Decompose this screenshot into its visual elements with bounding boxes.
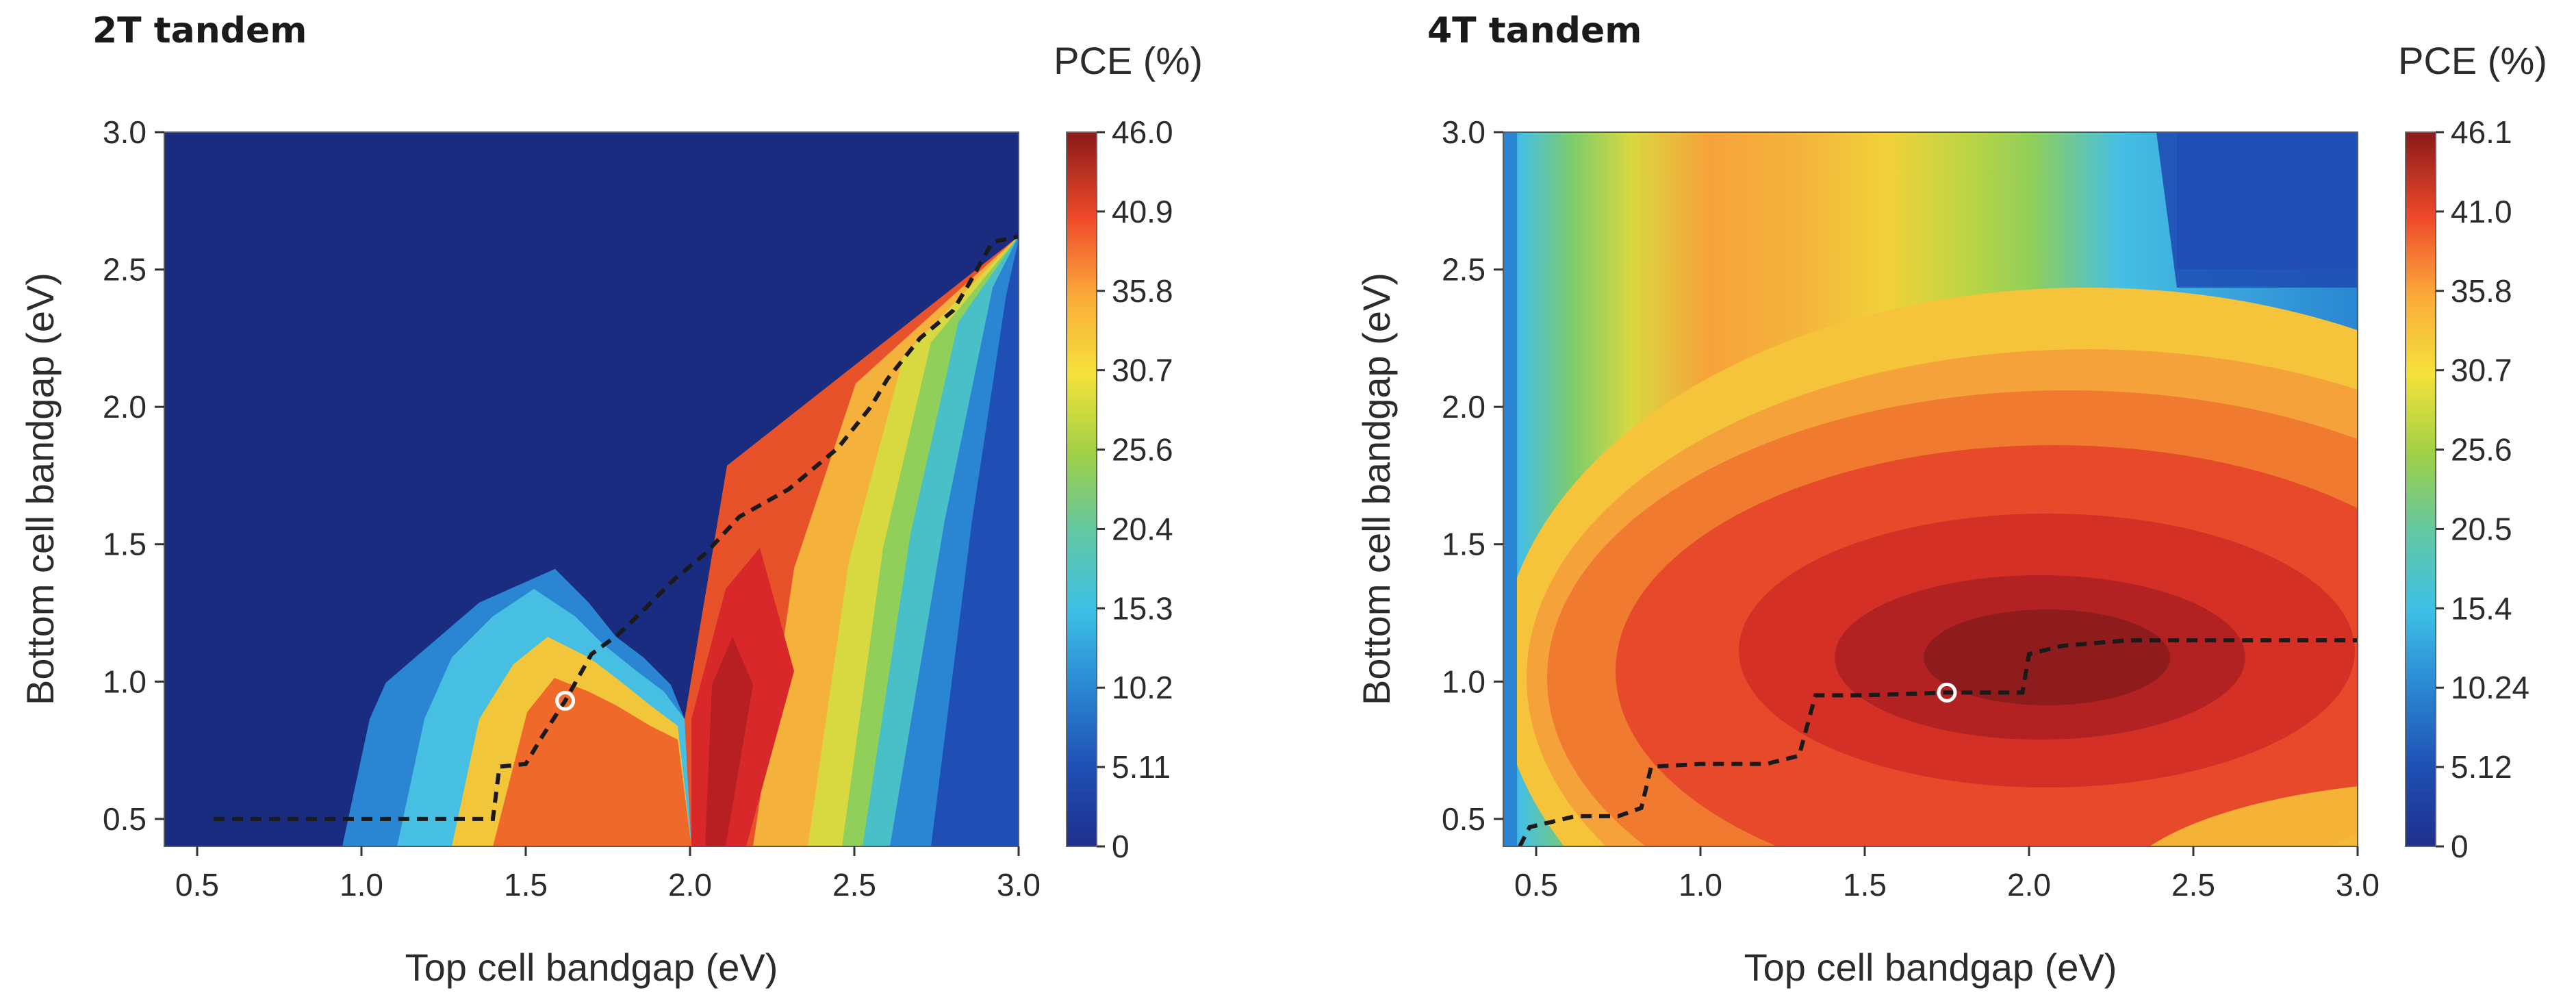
y-tick-label: 1.0 [103, 664, 146, 699]
panel-2t: 2T tandem [18, 10, 1203, 989]
colorbar-label-2t: PCE (%) [1054, 39, 1203, 82]
colorbar-tick-label: 40.9 [1112, 194, 1173, 229]
max-point-4t [1937, 682, 1957, 703]
y-tick-label: 3.0 [1442, 114, 1485, 150]
chart-title-2t: 2T tandem [92, 10, 307, 51]
colorbar-tick-label: 35.8 [1112, 273, 1173, 309]
colorbar-tick-label: 46.0 [1112, 114, 1173, 150]
y-axis-label-2t: Bottom cell bandgap (eV) [18, 273, 62, 705]
x-tick-label: 2.0 [668, 867, 712, 903]
y-tick-label: 3.0 [103, 114, 146, 150]
y-tick-label: 1.5 [103, 527, 146, 562]
y-tick-label: 0.5 [103, 801, 146, 837]
heatmap-4t [1503, 132, 2358, 846]
colorbar-2t: PCE (%) 46.0 40.9 35.8 30.7 25.6 20.4 15.3 10.2… [1054, 39, 1203, 864]
colorbar-tick-label: 25.6 [1112, 432, 1173, 468]
y-tick-label: 0.5 [1442, 801, 1485, 837]
colorbar-tick-label: 41.0 [2451, 194, 2512, 229]
y-tick-label: 2.5 [103, 252, 146, 288]
x-tick-label: 3.0 [997, 867, 1041, 903]
colorbar-ticks-2t: 46.0 40.9 35.8 30.7 25.6 20.4 15.3 10.2 5.11 0 [1097, 114, 1173, 864]
x-ticks-4t: 0.5 1.0 1.5 2.0 2.5 3.0 [1514, 846, 2380, 903]
colorbar-tick-label: 35.8 [2451, 273, 2512, 309]
x-ticks-2t: 0.5 1.0 1.5 2.0 2.5 3.0 [175, 846, 1041, 903]
panel-4t: 4T tandem [1355, 10, 2547, 989]
colorbar-tick-label: 0 [1112, 829, 1130, 864]
y-tick-label: 2.0 [1442, 389, 1485, 425]
colorbar-tick-label: 20.4 [1112, 511, 1173, 546]
colorbar-tick-label: 5.12 [2451, 749, 2512, 785]
colorbar-ticks-4t: 46.1 41.0 35.8 30.7 25.6 20.5 15.4 10.24 5.12 0 [2436, 114, 2529, 864]
colorbar-tick-label: 30.7 [2451, 353, 2512, 388]
x-tick-label: 1.0 [1679, 867, 1722, 903]
x-axis-label-2t: Top cell bandgap (eV) [405, 946, 778, 989]
x-tick-label: 3.0 [2336, 867, 2380, 903]
colorbar-tick-label: 10.2 [1112, 670, 1173, 705]
colorbar-tick-label: 15.3 [1112, 590, 1173, 626]
y-tick-label: 1.0 [1442, 664, 1485, 699]
chart-title-4t: 4T tandem [1427, 10, 1642, 51]
colorbar-tick-label: 10.24 [2451, 670, 2529, 705]
y-ticks-4t: 0.5 1.0 1.5 2.0 2.5 3.0 [1442, 114, 1503, 837]
optimal-path-4t [1518, 638, 2358, 848]
colorbar-label-4t: PCE (%) [2398, 39, 2547, 82]
colorbar-tick-label: 5.11 [1112, 749, 1171, 785]
optimal-path-2t [214, 234, 1019, 821]
x-axis-label-4t: Top cell bandgap (eV) [1744, 946, 2117, 989]
colorbar-tick-label: 15.4 [2451, 590, 2512, 626]
colorbar-tick-label: 20.5 [2451, 511, 2512, 546]
x-tick-label: 2.5 [2171, 867, 2215, 903]
x-tick-label: 0.5 [1514, 867, 1558, 903]
colorbar-tick-label: 0 [2451, 829, 2469, 864]
y-tick-label: 1.5 [1442, 527, 1485, 562]
x-tick-label: 0.5 [175, 867, 219, 903]
x-tick-label: 2.5 [832, 867, 876, 903]
heatmap-2t [164, 132, 1019, 846]
x-tick-label: 1.0 [340, 867, 383, 903]
x-tick-label: 1.5 [1843, 867, 1887, 903]
max-point-2t [555, 690, 576, 711]
colorbar-tick-label: 46.1 [2451, 114, 2512, 150]
x-tick-label: 2.0 [2007, 867, 2051, 903]
y-axis-label-4t: Bottom cell bandgap (eV) [1355, 273, 1398, 705]
colorbar-tick-label: 30.7 [1112, 353, 1173, 388]
y-tick-label: 2.5 [1442, 252, 1485, 288]
colorbar-4t: PCE (%) 46.1 41.0 35.8 30.7 25.6 20.5 15.4 10.2… [2398, 39, 2547, 864]
y-tick-label: 2.0 [103, 389, 146, 425]
colorbar-tick-label: 25.6 [2451, 432, 2512, 468]
y-ticks-2t: 0.5 1.0 1.5 2.0 2.5 3.0 [103, 114, 164, 837]
x-tick-label: 1.5 [504, 867, 548, 903]
